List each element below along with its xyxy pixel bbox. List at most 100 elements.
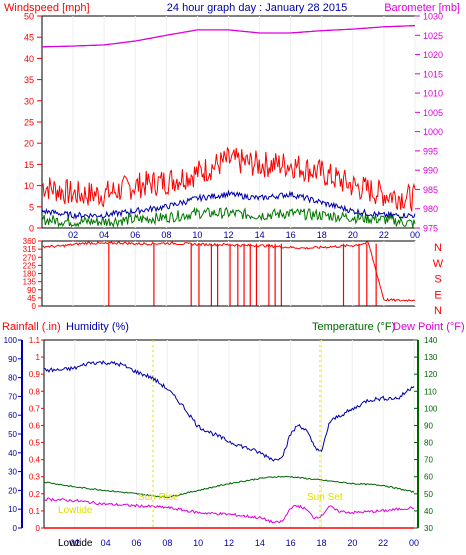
direction-tick-label: 90: [27, 286, 36, 295]
wind-grid: [72, 16, 416, 228]
lower-x-tick-label: 00: [409, 538, 419, 548]
rainfall-tick-label: 1: [36, 353, 41, 362]
compass-label: N: [434, 305, 442, 317]
rainfall-tick-label: 0: [36, 524, 41, 533]
rainfall-tick-label: 0.8: [29, 387, 41, 396]
wind-x-tick-label: 18: [317, 230, 327, 240]
humidity-tick-label: 40: [8, 449, 17, 458]
rainfall-tick-label: 0.9: [29, 370, 41, 379]
compass-label: E: [434, 289, 441, 301]
temperature-tick-label: 110: [424, 387, 437, 396]
wind-min-line: [41, 206, 416, 229]
direction-tick-label: 45: [27, 294, 36, 303]
rainfall-tick-label: 0.6: [29, 421, 41, 430]
temperature-tick-label: 30: [424, 524, 433, 533]
wind-x-tick-label: 08: [161, 230, 171, 240]
lower-axes-ticks: 0 10 20 30 40 50 60 70 80 90 100 0 0.1 0.2 0.3 0.4 0.5 0.…: [4, 336, 438, 533]
humidity-tick-label: 90: [8, 355, 17, 364]
humidity-grid: [74, 340, 415, 528]
wind-tick-label: 35: [24, 75, 34, 85]
rainfall-tick-label: 0.3: [29, 473, 41, 482]
dewpoint-line: [43, 497, 415, 524]
compass-label: N: [434, 242, 442, 254]
temperature-tick-label: 130: [424, 353, 438, 362]
wind-x-tick-label: 12: [223, 230, 233, 240]
wind-tick-label: 10: [24, 181, 34, 191]
lower-x-tick-label: 18: [316, 538, 326, 548]
humidity-tick-label: 50: [8, 430, 17, 439]
sunset-annotation: Sun Set: [307, 492, 343, 503]
rainfall-tick-label: 0.1: [29, 507, 41, 516]
barometer-tick-label: 990: [423, 166, 438, 176]
direction-line: [41, 241, 416, 303]
lower-x-tick-label: 04: [101, 538, 111, 548]
wind-x-tick-label: 02: [68, 230, 78, 240]
temperature-line: [43, 475, 415, 499]
wind-axis-title: Windspeed [mph]: [4, 2, 90, 14]
lower-x-tick-label: 08: [162, 538, 172, 548]
temperature-tick-label: 120: [424, 370, 438, 379]
wind-tick-label: 30: [24, 96, 34, 106]
humidity-tick-label: 100: [4, 336, 18, 345]
temperature-tick-label: 60: [424, 473, 433, 482]
barometer-tick-label: 1015: [423, 69, 443, 79]
temperature-tick-label: 90: [424, 421, 433, 430]
rainfall-tick-label: 0.2: [29, 490, 41, 499]
lowtide-annotation: Lowtide: [58, 505, 93, 516]
wind-x-tick-label: 00: [410, 230, 420, 240]
lower-x-tick-label: 10: [193, 538, 203, 548]
wind-tick-label: 20: [24, 139, 34, 149]
humidity-tick-label: 80: [8, 374, 17, 383]
barometer-tick-label: 1025: [423, 31, 443, 41]
wind-x-tick-label: 10: [192, 230, 202, 240]
wind-x-tick-label: 22: [379, 230, 389, 240]
lower-x-tick-label: 02: [70, 538, 80, 548]
lowtide-bottom-label: Lowtide: [58, 538, 93, 549]
rainfall-tick-label: 0.4: [29, 456, 41, 465]
barometer-tick-label: 995: [423, 146, 438, 156]
lower-x-tick-label: 06: [131, 538, 141, 548]
barometer-tick-label: 1020: [423, 50, 443, 60]
humidity-tick-label: 60: [8, 411, 17, 420]
wind-tick-label: 50: [24, 12, 34, 22]
wind-tick-label: 45: [24, 33, 34, 43]
barometer-tick-label: 980: [423, 204, 438, 214]
wind-axis-ticks: 0 5 10 15 20 25 30 35 40 45 50: [24, 12, 42, 234]
wind-average-line: [41, 189, 416, 220]
temperature-tick-label: 100: [424, 404, 438, 413]
wind-x-tick-label: 20: [348, 230, 358, 240]
lower-x-tick-label: 14: [255, 538, 265, 548]
direction-tick-label: 225: [23, 261, 37, 270]
temperature-tick-label: 40: [424, 507, 433, 516]
humidity-temperature-series: [43, 360, 415, 529]
wind-tick-label: 15: [24, 160, 34, 170]
direction-tick-label: 135: [23, 278, 37, 287]
direction-series: [41, 241, 416, 306]
barometer-tick-label: 1010: [423, 89, 443, 99]
wind-x-tick-label: 04: [99, 230, 109, 240]
lower-x-axis-ticks: 02 04 06 08 10 12 14 16 18 20 22 00: [70, 538, 419, 548]
direction-tick-label: 270: [23, 253, 37, 262]
direction-grid: [72, 241, 416, 306]
wind-series: [41, 24, 416, 229]
lower-x-tick-label: 16: [286, 538, 296, 548]
direction-tick-label: 0: [32, 302, 37, 311]
lower-x-tick-label: 12: [224, 538, 234, 548]
barometer-axis-title: Barometer [mb]: [384, 2, 460, 14]
compass-label: S: [434, 274, 441, 286]
humidity-tick-label: 30: [8, 468, 17, 477]
barometer-tick-label: 1000: [423, 127, 443, 137]
rainfall-axis-title: Rainfall (.in): [2, 321, 61, 333]
barometer-tick-label: 975: [423, 224, 438, 234]
wind-gust-line: [41, 146, 416, 212]
chart-title: 24 hour graph day : January 28 2015: [167, 2, 347, 14]
wind-x-axis-ticks: 02 04 06 08 10 12 14 16 18 20 22 00: [68, 230, 420, 240]
humidity-tick-label: 0: [13, 524, 18, 533]
humidity-tick-label: 10: [8, 505, 17, 514]
wind-x-tick-label: 06: [130, 230, 140, 240]
humidity-line: [43, 360, 415, 462]
